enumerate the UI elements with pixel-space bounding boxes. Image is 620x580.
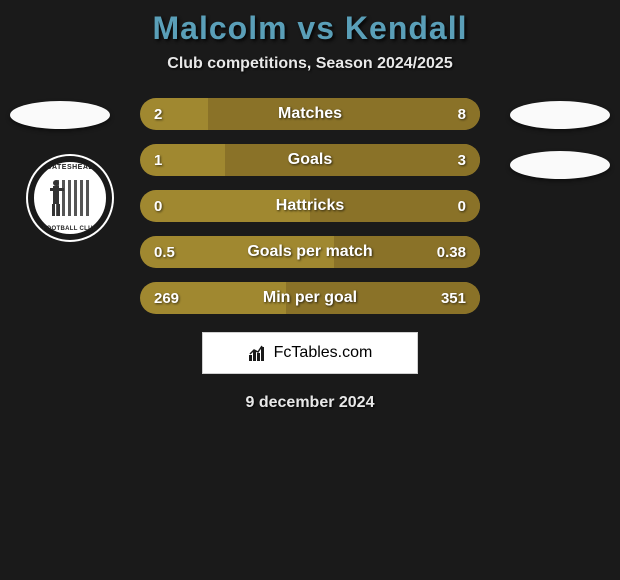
stat-row: 2 Matches 8 (140, 98, 480, 130)
brand-text: FcTables.com (274, 344, 373, 362)
stat-row: 269 Min per goal 351 (140, 282, 480, 314)
stat-value-right: 3 (458, 152, 466, 169)
club-name-bot: FOOTBALL CLUB (43, 226, 98, 232)
stat-value-left: 0 (154, 198, 162, 215)
club-logo: GATESHEAD FOOTBALL CLUB (28, 156, 112, 240)
stat-label: Min per goal (263, 289, 357, 307)
stat-label: Goals (288, 151, 332, 169)
bar-chart-icon (248, 345, 268, 361)
player-right-badge-2 (510, 151, 610, 179)
stat-value-left: 269 (154, 290, 179, 307)
stat-label: Matches (278, 105, 342, 123)
club-logo-graphic (40, 168, 100, 228)
stat-value-left: 2 (154, 106, 162, 123)
player-right-badge-1 (510, 101, 610, 129)
stat-value-left: 0.5 (154, 244, 175, 261)
subtitle: Club competitions, Season 2024/2025 (0, 55, 620, 73)
stat-row: 1 Goals 3 (140, 144, 480, 176)
player-left-badge (10, 101, 110, 129)
stat-value-right: 0 (458, 198, 466, 215)
stats-column: 2 Matches 8 1 Goals 3 0 Hattricks 0 0.5 Goals per … (140, 98, 480, 314)
stat-value-left: 1 (154, 152, 162, 169)
stat-fill-right (208, 98, 480, 130)
stat-value-right: 351 (441, 290, 466, 307)
angel-figure-icon (48, 178, 68, 218)
stat-fill-right (225, 144, 480, 176)
stat-label: Goals per match (247, 243, 372, 261)
brand-footer[interactable]: FcTables.com (202, 332, 418, 374)
stat-label: Hattricks (276, 197, 344, 215)
stat-value-right: 0.38 (437, 244, 466, 261)
page-title: Malcolm vs Kendall (0, 10, 620, 47)
stat-row: 0.5 Goals per match 0.38 (140, 236, 480, 268)
main-area: GATESHEAD FOOTBALL CLUB 2 Matches 8 1 Goals 3… (0, 98, 620, 412)
stat-row: 0 Hattricks 0 (140, 190, 480, 222)
date-label: 9 december 2024 (10, 394, 610, 412)
comparison-widget: Malcolm vs Kendall Club competitions, Se… (0, 0, 620, 422)
stat-value-right: 8 (458, 106, 466, 123)
